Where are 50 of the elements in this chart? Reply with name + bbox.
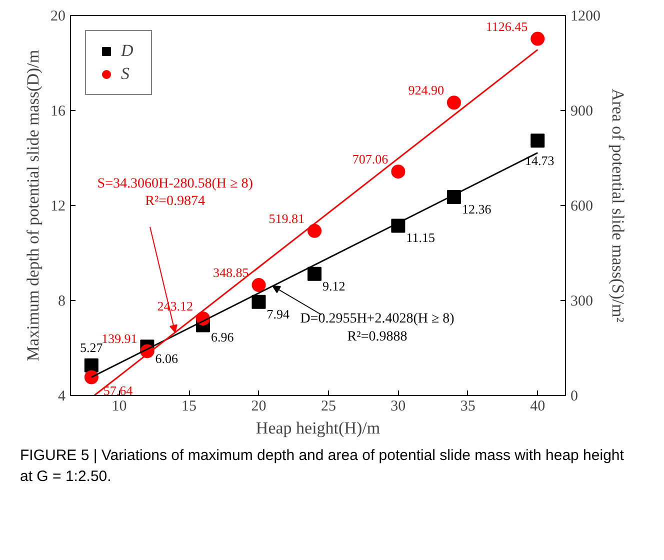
data-label: 9.12 (322, 278, 346, 294)
x-tick-label: 30 (390, 398, 406, 414)
data-label: 11.15 (406, 230, 435, 246)
data-label: 707.06 (352, 152, 389, 167)
y2-tick-label: 0 (570, 388, 578, 404)
data-label: 348.85 (212, 265, 249, 280)
data-label: 6.96 (210, 330, 234, 345)
point (308, 224, 322, 238)
data-label: 57.64 (103, 383, 134, 398)
annotation: D=0.2955H+2.4028(H ≥ 8) R²=0.9888 (300, 312, 455, 344)
point (308, 266, 322, 281)
x-tick-label: 20 (251, 398, 266, 414)
x-tick-label: 10 (112, 398, 127, 414)
y-axis-title: Maximum depth of potential slide mass(D)/m (24, 50, 42, 362)
y2-tick-label: 1200 (570, 8, 600, 24)
data-label: 6.06 (155, 351, 178, 366)
point (446, 96, 461, 110)
y2-tick-label: 900 (570, 104, 593, 120)
y-tick-label: 12 (50, 198, 66, 214)
point (530, 32, 545, 46)
x-tick-label: 40 (530, 398, 546, 414)
x-tick-label: 25 (320, 398, 336, 414)
y2-tick-label: 300 (570, 294, 593, 310)
y-tick-label: 20 (50, 8, 66, 24)
data-label: 5.27 (80, 340, 104, 355)
data-label: 14.73 (524, 153, 554, 168)
y-tick-label: 16 (50, 104, 66, 120)
data-label: 924.90 (408, 82, 444, 98)
x-tick-label: 15 (182, 398, 197, 414)
legend-label: D (121, 41, 134, 61)
legend-label: S (121, 64, 130, 84)
point (84, 370, 98, 384)
x-tick-label: 35 (460, 398, 476, 414)
caption: FIGURE 5 | Variations of maximum depth and area of potential slide mass with heap height at G = 1:2.50. (20, 446, 625, 488)
y-tick-label: 8 (58, 294, 66, 310)
point (84, 358, 98, 372)
y2-axis-title: Area of potential slide mass(S)/m² (608, 88, 628, 322)
point (252, 294, 266, 309)
y-tick-label: 4 (58, 388, 66, 404)
x-axis-title: Heap height(H)/m (256, 418, 380, 438)
point (391, 164, 406, 179)
data-label: 519.81 (268, 210, 305, 226)
data-label: 139.91 (101, 331, 138, 346)
data-label: 1126.45 (486, 18, 528, 34)
point (252, 278, 266, 292)
point (530, 134, 545, 148)
annotation: S=34.3060H-280.58(H ≥ 8) R²=0.9874 (97, 176, 254, 210)
data-label: 7.94 (266, 306, 290, 322)
data-label: 12.36 (462, 201, 492, 216)
y2-tick-label: 600 (570, 198, 593, 214)
